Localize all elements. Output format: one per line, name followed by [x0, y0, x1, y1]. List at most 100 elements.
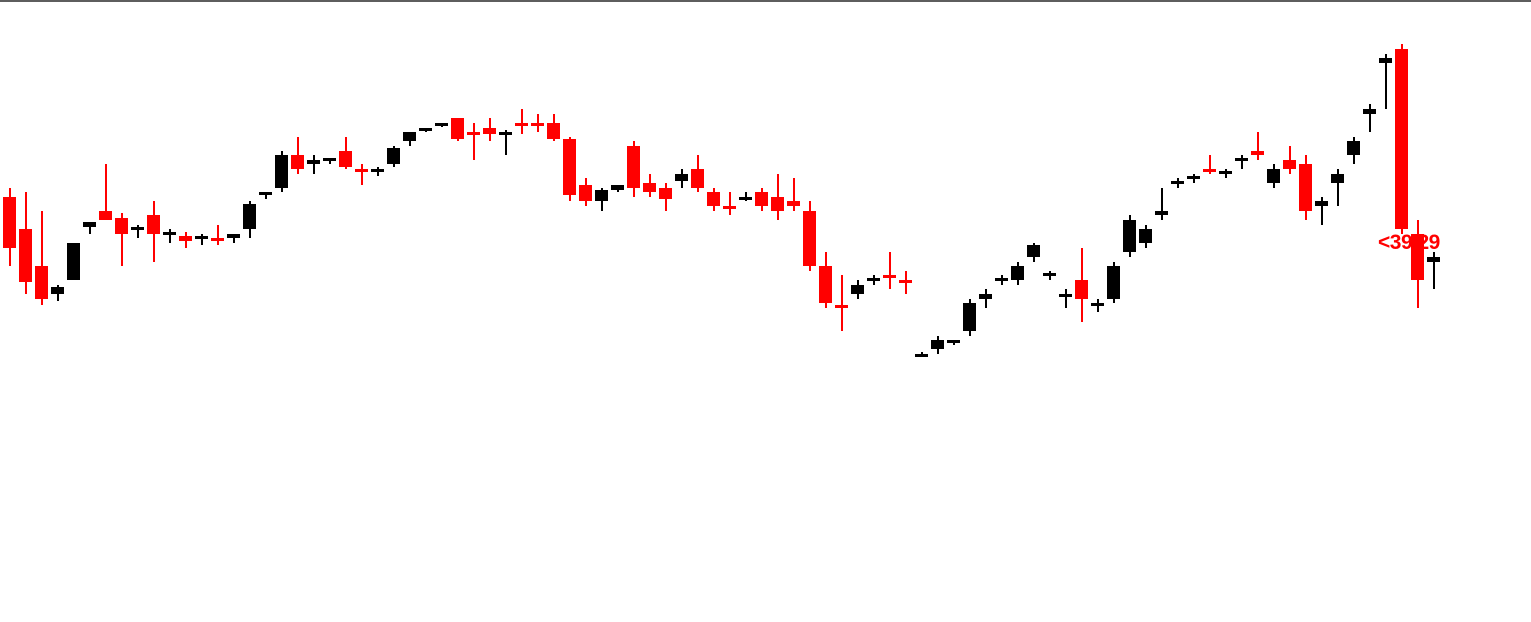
candle-body — [451, 118, 464, 140]
candle-body — [643, 182, 656, 193]
candle-wick — [88, 222, 91, 234]
candle-body — [707, 192, 720, 207]
candle-body — [99, 210, 112, 220]
candle-body — [435, 122, 448, 126]
candle-wick — [744, 192, 747, 202]
candle-wick — [504, 129, 507, 156]
candle-body — [163, 231, 176, 235]
candle-body — [1411, 233, 1424, 281]
candle-wick — [1064, 289, 1067, 308]
candle-body — [1363, 109, 1376, 114]
candle-body — [915, 354, 928, 357]
candle-body — [19, 229, 32, 283]
candle-body — [883, 275, 896, 279]
candle-body — [1395, 48, 1408, 230]
candle-body — [403, 132, 416, 142]
candle-wick — [360, 164, 363, 186]
candle-body — [771, 196, 784, 211]
candle-body — [931, 340, 944, 350]
candle-wick — [792, 178, 795, 211]
candle-body — [115, 217, 128, 234]
candle-body — [803, 210, 816, 267]
candle-body — [195, 236, 208, 240]
candle-body — [563, 139, 576, 195]
candle-body — [211, 238, 224, 242]
candle-wick — [920, 351, 923, 357]
candle-body — [995, 277, 1008, 281]
candle-body — [515, 122, 528, 126]
candle-body — [1027, 245, 1040, 257]
candle-wick — [1432, 252, 1435, 290]
candle-body — [1139, 229, 1152, 244]
candle-body — [51, 286, 64, 294]
candle-body — [83, 222, 96, 227]
candle-body — [35, 266, 48, 299]
candle-body — [67, 243, 80, 281]
candle-body — [1155, 210, 1168, 216]
candle-body — [1075, 280, 1088, 299]
candle-body — [675, 173, 688, 181]
candle-body — [627, 146, 640, 188]
candle-body — [899, 280, 912, 284]
candle-body — [979, 293, 992, 299]
candle-body — [611, 185, 624, 190]
candle-wick — [1240, 155, 1243, 170]
price-annotation-label: <39.29 — [1378, 231, 1440, 254]
candle-body — [307, 159, 320, 165]
candle-body — [867, 277, 880, 281]
candle-wick — [104, 164, 107, 218]
candle-body — [691, 169, 704, 188]
candle-body — [371, 169, 384, 173]
candle-body — [275, 155, 288, 188]
candle-body — [547, 122, 560, 140]
candle-wick — [984, 289, 987, 308]
candle-body — [1059, 293, 1072, 297]
candle-wick — [728, 192, 731, 216]
candle-wick — [232, 233, 235, 244]
candle-wick — [1256, 132, 1259, 160]
candle-wick — [1208, 155, 1211, 174]
candle-body — [339, 150, 352, 167]
candle-body — [355, 169, 368, 173]
candle-wick — [168, 229, 171, 244]
candle-body — [659, 187, 672, 200]
candle-body — [819, 266, 832, 304]
candle-body — [147, 215, 160, 234]
candle-wick — [840, 275, 843, 331]
candle-body — [851, 284, 864, 294]
candle-body — [947, 340, 960, 344]
candle-body — [483, 127, 496, 135]
candle-body — [1011, 266, 1024, 281]
candle-body — [291, 155, 304, 170]
candle-wick — [888, 252, 891, 290]
candle-body — [531, 122, 544, 126]
candle-body — [787, 201, 800, 207]
candle-body — [595, 189, 608, 202]
candle-wick — [328, 157, 331, 165]
candle-wick — [120, 213, 123, 267]
candle-wick — [1320, 196, 1323, 225]
candle-wick — [1336, 169, 1339, 207]
candle-body — [1315, 201, 1328, 207]
candle-wick — [1160, 187, 1163, 220]
candle-wick — [1368, 104, 1371, 133]
candle-body — [755, 192, 768, 207]
candle-body — [1379, 58, 1392, 63]
candle-wick — [776, 173, 779, 220]
candle-body — [323, 157, 336, 161]
candle-body — [723, 206, 736, 210]
candle-body — [387, 148, 400, 165]
candle-body — [179, 236, 192, 241]
candle-wick — [136, 224, 139, 239]
candle-body — [227, 233, 240, 239]
candle-body — [579, 185, 592, 202]
candle-body — [835, 305, 848, 309]
candle-wick — [40, 210, 43, 306]
candle-body — [1171, 180, 1184, 184]
candle-body — [243, 203, 256, 230]
candle-body — [131, 226, 144, 230]
candle-body — [1123, 219, 1136, 253]
candle-wick — [472, 122, 475, 160]
